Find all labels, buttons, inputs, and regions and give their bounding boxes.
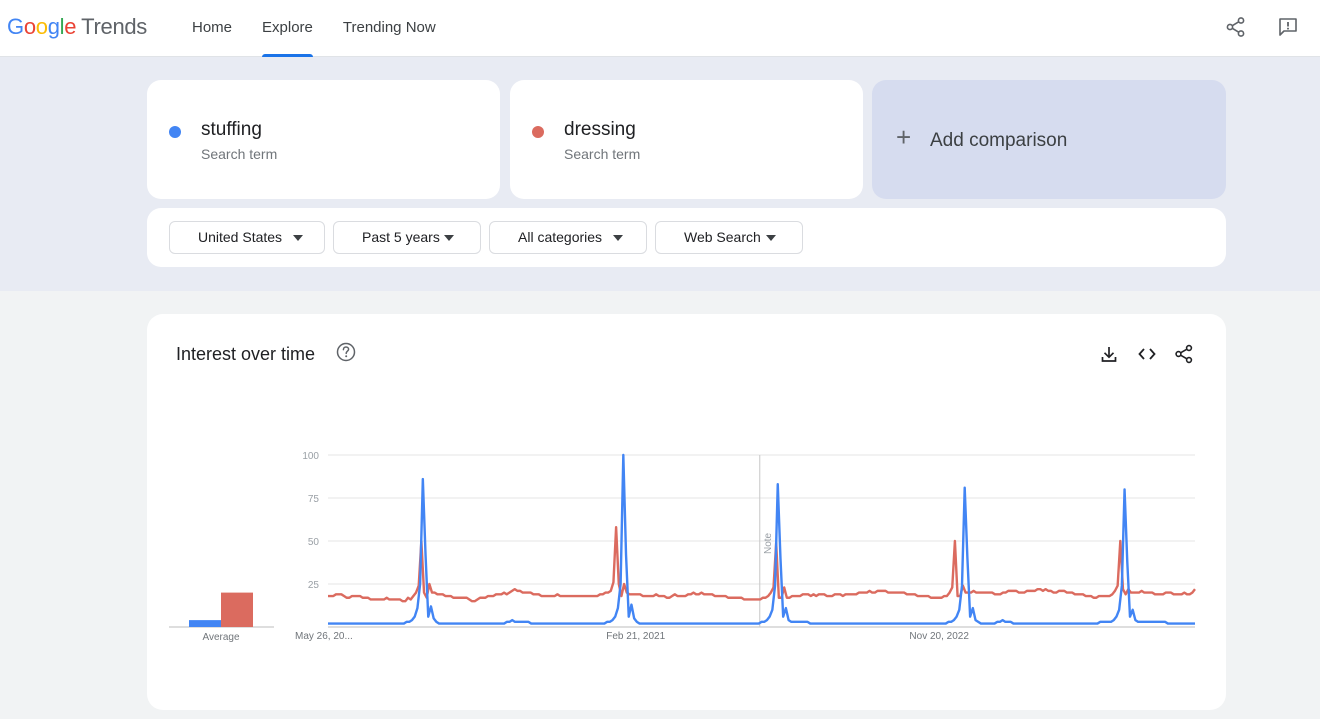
- series-color-dot: [169, 126, 181, 138]
- logo-letter: o: [23, 14, 36, 39]
- average-bar-stuffing: [189, 620, 221, 627]
- filter-label: Web Search: [684, 229, 761, 245]
- interest-over-time-chart[interactable]: 100 75 50 25 Note May 26, 20... Feb 21, 2021 No…: [147, 314, 1226, 710]
- logo-letter: o: [35, 14, 48, 39]
- chart-title: Interest over time: [176, 344, 316, 364]
- dropdown-arrow-icon: [613, 235, 623, 241]
- logo-letter: g: [47, 14, 60, 39]
- logo-letter: l: [59, 14, 65, 39]
- search-type-filter-dropdown[interactable]: Web Search: [655, 221, 803, 254]
- note-marker-label: Note: [763, 532, 774, 554]
- nav-home[interactable]: Home: [192, 19, 233, 36]
- y-tick-label: 25: [308, 580, 320, 591]
- filter-bar: United States Past 5 years All categorie…: [147, 208, 1226, 267]
- category-filter-dropdown[interactable]: All categories: [489, 221, 647, 254]
- dropdown-arrow-icon: [766, 235, 776, 241]
- filter-label: United States: [198, 229, 283, 245]
- logo-letter: G: [7, 14, 24, 39]
- search-term-subtitle: Search term: [201, 146, 278, 162]
- share-icon[interactable]: [1225, 16, 1247, 38]
- help-icon[interactable]: [336, 342, 356, 362]
- search-term-subtitle: Search term: [564, 146, 641, 162]
- x-tick-label: May 26, 20...: [295, 631, 353, 642]
- search-term-name: stuffing: [201, 119, 262, 140]
- filter-label: Past 5 years: [362, 229, 440, 245]
- series-line-dressing: [328, 526, 1196, 603]
- x-tick-label: Feb 21, 2021: [606, 631, 665, 642]
- interest-over-time-card: Interest over time 100 75 50 25 Note May 26, …: [147, 314, 1226, 710]
- search-term-card-stuffing[interactable]: stuffing Search term: [147, 80, 500, 199]
- dropdown-arrow-icon: [444, 235, 454, 241]
- series-color-dot: [532, 126, 544, 138]
- logo-product-name: Trends: [81, 14, 148, 39]
- main-nav: Home Explore Trending Now: [192, 0, 436, 57]
- y-tick-label: 75: [308, 494, 320, 505]
- add-comparison-label: Add comparison: [930, 130, 1068, 151]
- top-app-bar: Google Trends Home Explore Trending Now: [0, 0, 1320, 57]
- nav-explore[interactable]: Explore: [262, 0, 313, 57]
- series-line-stuffing: [328, 453, 1195, 625]
- filter-label: All categories: [518, 229, 603, 245]
- time-range-filter-dropdown[interactable]: Past 5 years: [333, 221, 481, 254]
- y-tick-label: 100: [302, 451, 319, 462]
- add-comparison-button[interactable]: + Add comparison: [872, 80, 1226, 199]
- search-term-name: dressing: [564, 119, 636, 140]
- average-label: Average: [202, 632, 240, 643]
- y-tick-label: 50: [308, 537, 320, 548]
- region-filter-dropdown[interactable]: United States: [169, 221, 325, 254]
- google-trends-logo[interactable]: Google Trends: [7, 14, 147, 40]
- embed-icon[interactable]: [1137, 344, 1157, 364]
- logo-letter: e: [64, 14, 77, 39]
- search-term-card-dressing[interactable]: dressing Search term: [510, 80, 863, 199]
- download-icon[interactable]: [1099, 344, 1119, 364]
- plus-icon: +: [896, 122, 912, 152]
- feedback-icon[interactable]: [1277, 16, 1299, 38]
- share-icon[interactable]: [1174, 344, 1194, 364]
- x-tick-label: Nov 20, 2022: [909, 631, 969, 642]
- nav-trending-now[interactable]: Trending Now: [342, 19, 436, 36]
- average-bar-dressing: [221, 592, 253, 627]
- dropdown-arrow-icon: [293, 235, 303, 241]
